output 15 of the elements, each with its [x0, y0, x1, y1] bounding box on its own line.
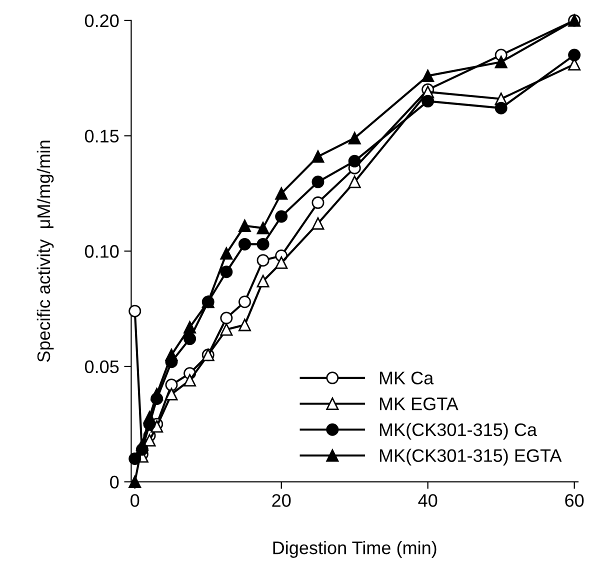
x-tick-label: 60: [565, 494, 584, 507]
x-tick-label: 20: [272, 494, 291, 507]
y-axis-title: Specific activity μM/mg/min: [36, 140, 54, 362]
y-tick-label: 0.20: [84, 14, 119, 28]
legend-label: MK EGTA: [380, 397, 458, 410]
legend-label: MK(CK301-315) EGTA: [380, 448, 562, 466]
x-axis-title: Digestion Time (min): [273, 540, 436, 558]
legend-label: MK Ca: [380, 372, 434, 384]
x-tick-label: 0: [130, 494, 140, 507]
legend-label: MK(CK301-315) Ca: [380, 422, 538, 440]
x-tick-label: 40: [418, 494, 438, 507]
y-tick-label: 0.10: [84, 245, 119, 258]
y-tick-label: 0.05: [84, 360, 119, 374]
y-tick-label: 0.15: [84, 130, 119, 142]
y-tick-label: 0: [110, 476, 119, 489]
